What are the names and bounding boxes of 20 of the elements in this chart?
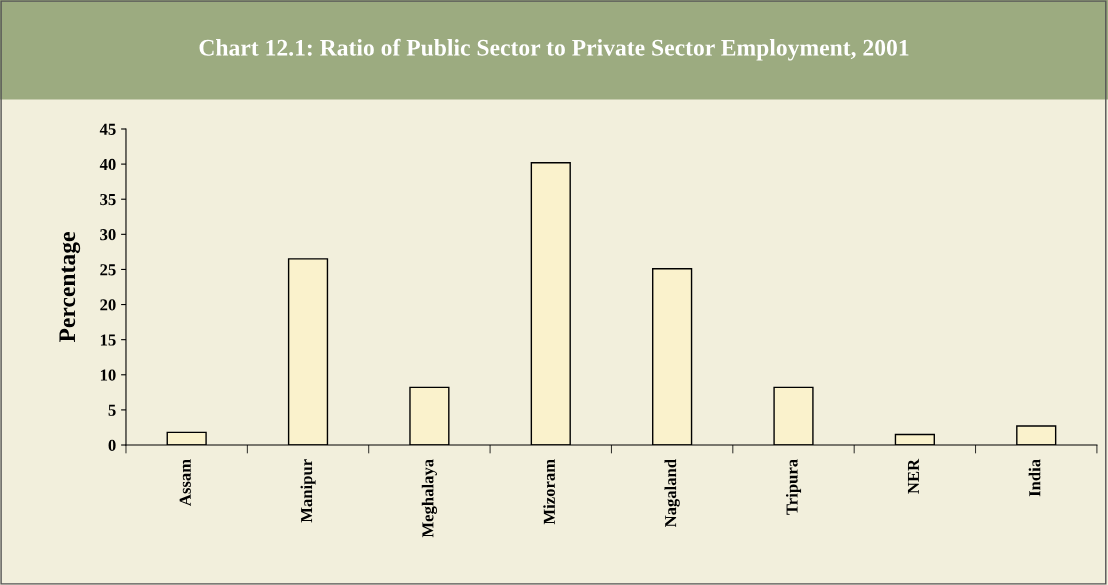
x-tick-label: Manipur: [300, 459, 316, 523]
y-axis-title: Percentage: [59, 232, 81, 343]
x-tick-label: Mizoram: [543, 459, 555, 525]
y-tick-label: 20: [100, 299, 116, 311]
y-tick-label: 0: [108, 439, 116, 451]
x-tick-label: NER: [907, 458, 919, 494]
y-tick-label: 25: [100, 264, 116, 276]
chart-title: Chart 12.1: Ratio of Public Sector to Private Sector Employment, 2001: [199, 38, 909, 61]
x-tick-label: Meghalaya: [421, 459, 438, 538]
y-tick-label: 35: [100, 193, 116, 206]
y-tick-label: 10: [100, 369, 116, 381]
x-tick-label: Assam: [179, 459, 191, 506]
y-tick-label: 40: [99, 158, 116, 171]
y-tick-label: 45: [99, 123, 116, 135]
y-tick-label: 5: [108, 404, 116, 416]
x-tick-label: Nagaland: [664, 459, 680, 528]
y-tick-label: 15: [100, 334, 116, 346]
y-tick-label: 30: [100, 229, 116, 241]
x-tick-label: Tripura: [785, 459, 802, 515]
x-tick-label: India: [1028, 459, 1041, 497]
